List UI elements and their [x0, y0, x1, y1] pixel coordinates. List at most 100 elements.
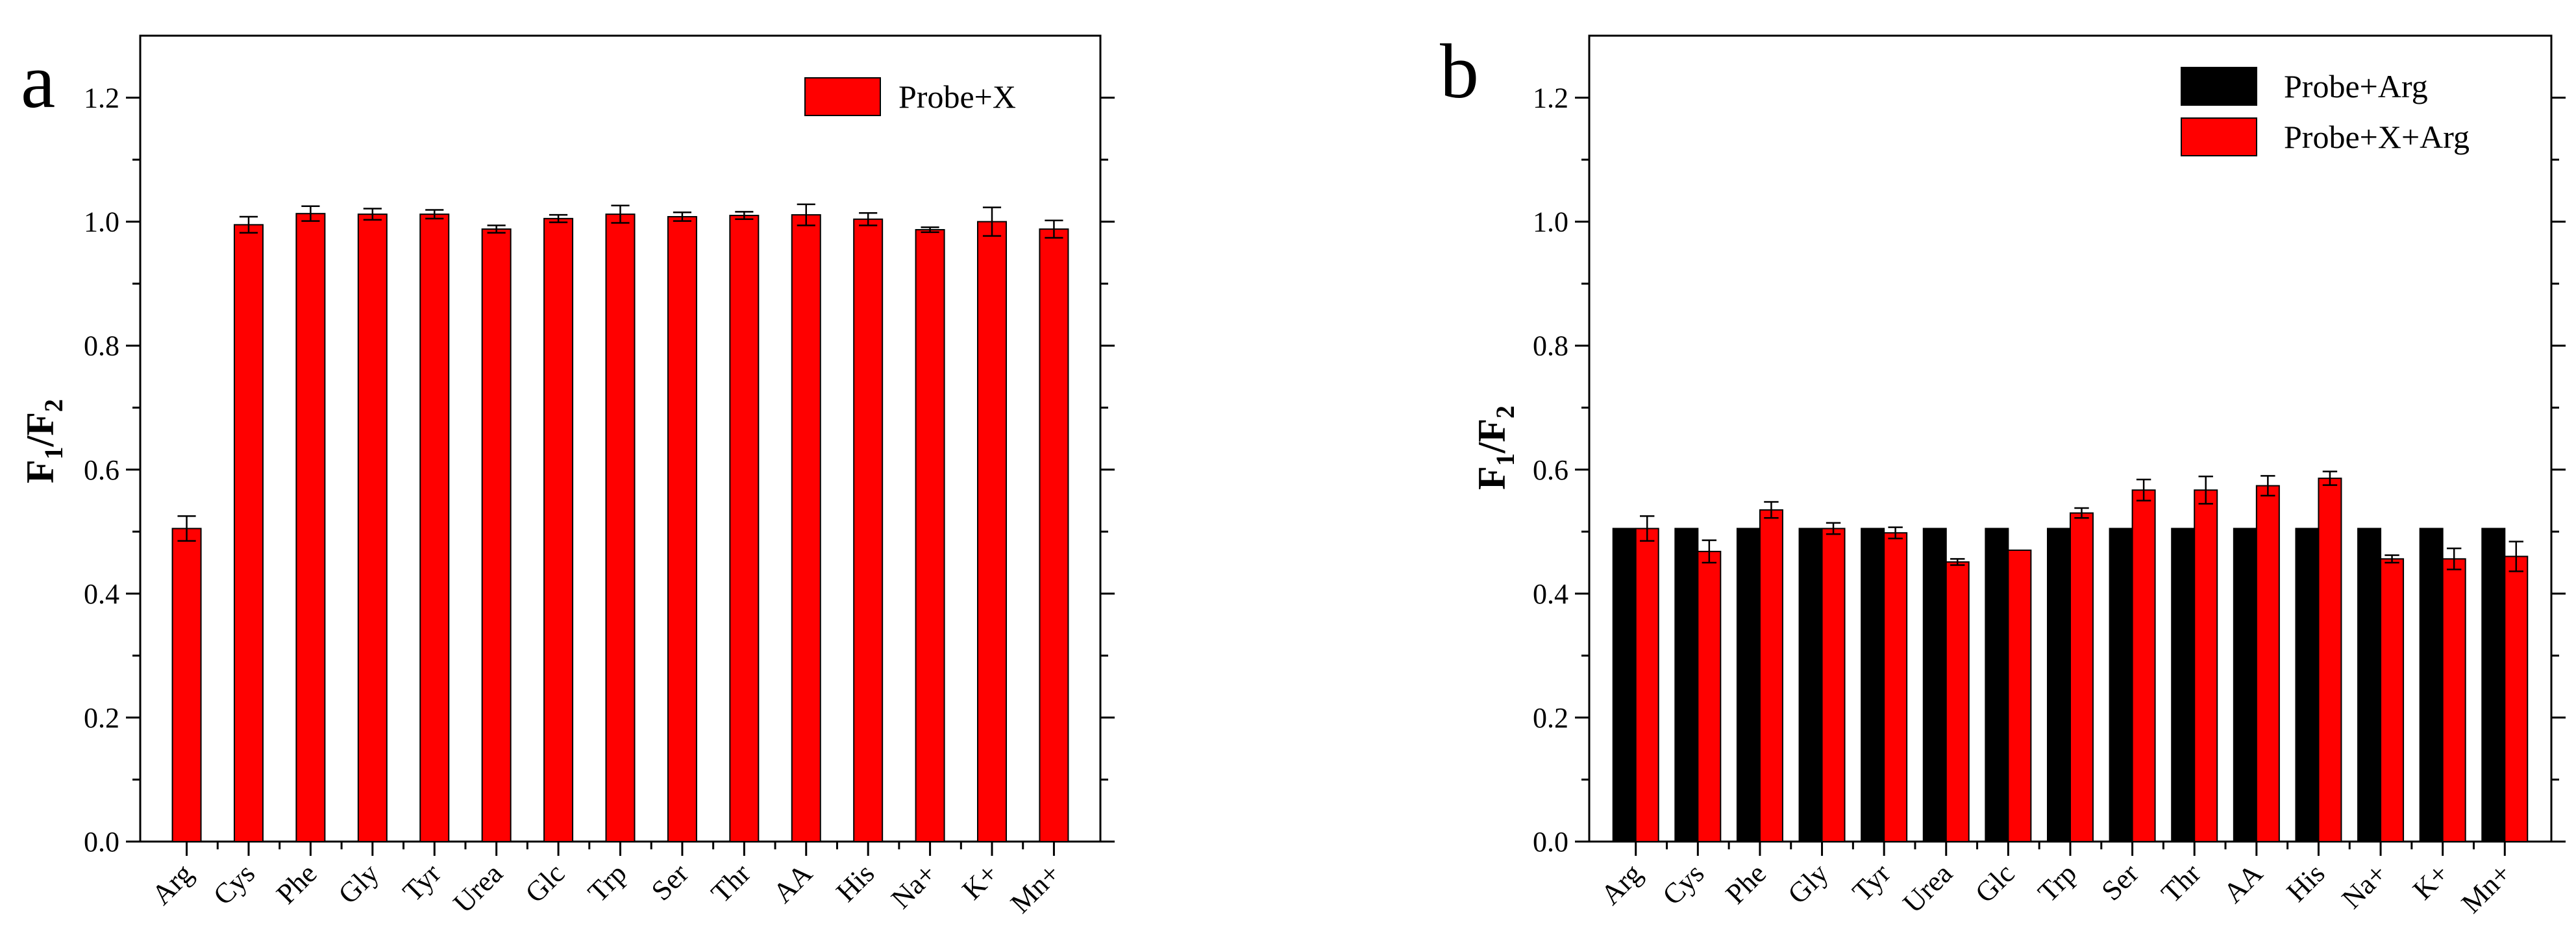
x-tick-label-b-1: Cys: [1656, 857, 1710, 911]
bar-b-s1-8: [2131, 489, 2156, 842]
legend-label-b-1: Probe+X+Arg: [2284, 119, 2470, 155]
x-tick-label-a-12: Na+: [885, 857, 942, 914]
bar-a-s0-6: [543, 217, 574, 843]
bar-a-s0-9: [729, 215, 760, 842]
x-tick-label-a-8: Ser: [645, 857, 695, 906]
bar-a-s0-7: [605, 213, 636, 842]
x-tick-label-a-5: Urea: [447, 857, 509, 919]
y-axis-label-a-sep: /F: [19, 412, 62, 447]
y-tick-label-b-0: 0.0: [1533, 826, 1568, 858]
bar-b-s0-2: [1736, 528, 1761, 842]
bar-a-s0-1: [233, 224, 264, 842]
bar-b-s0-14: [2481, 528, 2506, 842]
y-tick-label-b-2: 0.4: [1533, 578, 1568, 610]
x-tick-label-a-7: Trp: [582, 857, 632, 908]
bar-b-s0-13: [2419, 528, 2444, 842]
y-axis-label-a-main: F: [19, 459, 62, 483]
bar-b-s0-0: [1612, 528, 1637, 842]
x-tick-label-b-7: Trp: [2032, 857, 2083, 908]
bar-b-s1-11: [2318, 478, 2342, 842]
y-axis-label-b-sub1: 1: [1491, 453, 1520, 466]
bar-b-s1-4: [1883, 532, 1908, 842]
legend-label-a-0: Probe+X: [898, 79, 1016, 115]
x-tick-label-a-4: Tyr: [397, 857, 447, 908]
x-tick-label-b-4: Tyr: [1846, 857, 1897, 908]
y-tick-label-b-1: 0.2: [1533, 702, 1568, 734]
bar-b-s0-3: [1798, 528, 1823, 842]
bar-b-s1-5: [1945, 561, 1970, 842]
x-tick-label-b-13: K+: [2407, 857, 2455, 906]
y-tick-label-a-6: 1.2: [84, 82, 119, 114]
bar-b-s0-4: [1861, 528, 1885, 842]
x-tick-label-b-8: Ser: [2096, 857, 2145, 906]
x-tick-label-a-6: Glc: [519, 857, 571, 909]
y-tick-label-a-5: 1.0: [84, 206, 119, 238]
panel-letter-b: b: [1440, 28, 1479, 114]
panel-letter-a: a: [21, 38, 55, 124]
bar-b-s0-12: [2357, 528, 2382, 842]
bar-b-s0-11: [2295, 528, 2320, 842]
bar-b-s0-8: [2109, 528, 2133, 842]
x-tick-label-b-9: Thr: [2155, 857, 2207, 909]
bar-a-s0-0: [171, 528, 202, 842]
bar-b-s0-10: [2233, 528, 2257, 842]
x-tick-label-a-0: Arg: [145, 857, 199, 910]
bar-a-s0-2: [295, 213, 326, 842]
y-tick-label-b-6: 1.2: [1533, 82, 1568, 114]
x-tick-label-b-11: His: [2281, 857, 2331, 908]
x-tick-label-a-14: Mn+: [1004, 857, 1066, 919]
bar-b-s1-12: [2380, 558, 2405, 842]
y-axis-label-b-sep: /F: [1470, 419, 1513, 454]
bar-b-s0-1: [1674, 528, 1699, 842]
bar-a-s0-14: [1039, 228, 1069, 842]
bar-a-s0-8: [667, 215, 697, 843]
bar-a-s0-13: [977, 221, 1008, 843]
legend-label-b-0: Probe+Arg: [2284, 68, 2428, 104]
bar-b-s0-9: [2171, 528, 2196, 842]
y-tick-label-a-1: 0.2: [84, 702, 119, 734]
y-tick-label-a-0: 0.0: [84, 826, 119, 858]
panel-a: a 0.0 0.2 0.4 0.6 0.8 1.0 1.2 Arg Cys Phe Gly Tyr Ur…: [19, 34, 1115, 919]
bar-a-s0-12: [915, 229, 945, 842]
y-tick-label-a-3: 0.6: [84, 454, 119, 486]
x-tick-label-a-1: Cys: [207, 857, 261, 911]
bar-b-s1-10: [2255, 485, 2280, 842]
x-tick-label-a-3: Gly: [332, 857, 385, 910]
bar-b-s1-1: [1697, 550, 1722, 842]
x-tick-label-a-13: K+: [956, 857, 1004, 906]
bar-b-s1-14: [2504, 555, 2529, 842]
x-tick-label-b-3: Gly: [1781, 857, 1834, 910]
legend-swatch-a-0: [804, 77, 881, 116]
y-tick-label-b-5: 1.0: [1533, 206, 1568, 238]
x-tick-label-b-5: Urea: [1897, 857, 1959, 919]
y-tick-label-b-4: 0.8: [1533, 330, 1568, 362]
y-tick-label-a-4: 0.8: [84, 330, 119, 362]
bar-a-s0-5: [481, 228, 512, 842]
y-axis-label-b-main: F: [1470, 466, 1513, 490]
bar-b-s1-3: [1821, 528, 1846, 842]
y-axis-label-a-sub1: 1: [39, 446, 68, 459]
x-tick-label-a-2: Phe: [270, 857, 323, 910]
y-axis-label-a-sub2: 2: [39, 399, 68, 412]
bar-b-s1-2: [1759, 509, 1783, 842]
bar-b-s1-6: [2007, 549, 2032, 842]
x-tick-label-b-0: Arg: [1594, 857, 1648, 910]
bar-a-s0-4: [419, 213, 450, 842]
y-tick-label-b-3: 0.6: [1533, 454, 1568, 486]
bar-b-s0-6: [1985, 528, 2009, 842]
legend-swatch-b-1: [2181, 117, 2257, 156]
bar-a-s0-10: [791, 214, 821, 842]
bar-b-s1-7: [2070, 512, 2094, 843]
bar-b-s0-5: [1922, 528, 1947, 842]
bar-b-s1-0: [1635, 528, 1659, 842]
x-tick-label-a-9: Thr: [705, 857, 757, 909]
bar-b-s1-13: [2442, 558, 2466, 842]
panel-b: b 0.0 0.2 0.4 0.6 0.8 1.0 1.2 Arg Cys Phe Gly Tyr Ur…: [1440, 28, 2566, 919]
x-tick-label-b-10: AA: [2217, 857, 2269, 909]
y-axis-label-a: F1/F2: [19, 399, 68, 483]
y-axis-label-b: F1/F2: [1470, 406, 1520, 490]
y-axis-label-b-sub2: 2: [1491, 406, 1520, 419]
legend-swatch-b-0: [2181, 67, 2257, 106]
x-tick-label-b-2: Phe: [1720, 857, 1772, 910]
